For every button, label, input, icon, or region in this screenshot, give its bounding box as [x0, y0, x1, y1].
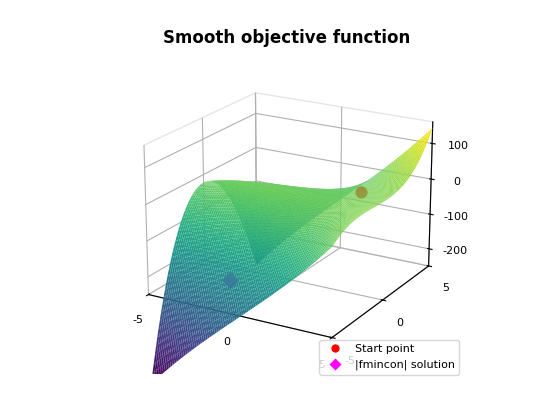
Legend: Start point, |fmincon| solution: Start point, |fmincon| solution	[319, 340, 459, 375]
Title: Smooth objective function: Smooth objective function	[164, 29, 410, 47]
